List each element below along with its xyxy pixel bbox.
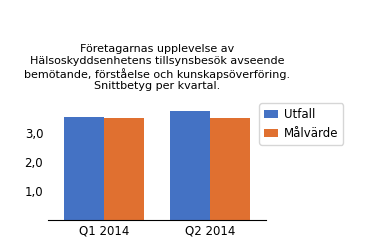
- Legend: Utfall, Målvärde: Utfall, Målvärde: [259, 104, 343, 145]
- Bar: [210, 118, 250, 220]
- Title: Företagarnas upplevelse av
Hälsoskyddsenhetens tillsynsbesök avseende
bemötande,: Företagarnas upplevelse av Hälsoskyddsen…: [24, 44, 290, 92]
- Bar: [170, 111, 210, 220]
- Bar: [64, 116, 104, 220]
- Bar: [104, 118, 144, 220]
